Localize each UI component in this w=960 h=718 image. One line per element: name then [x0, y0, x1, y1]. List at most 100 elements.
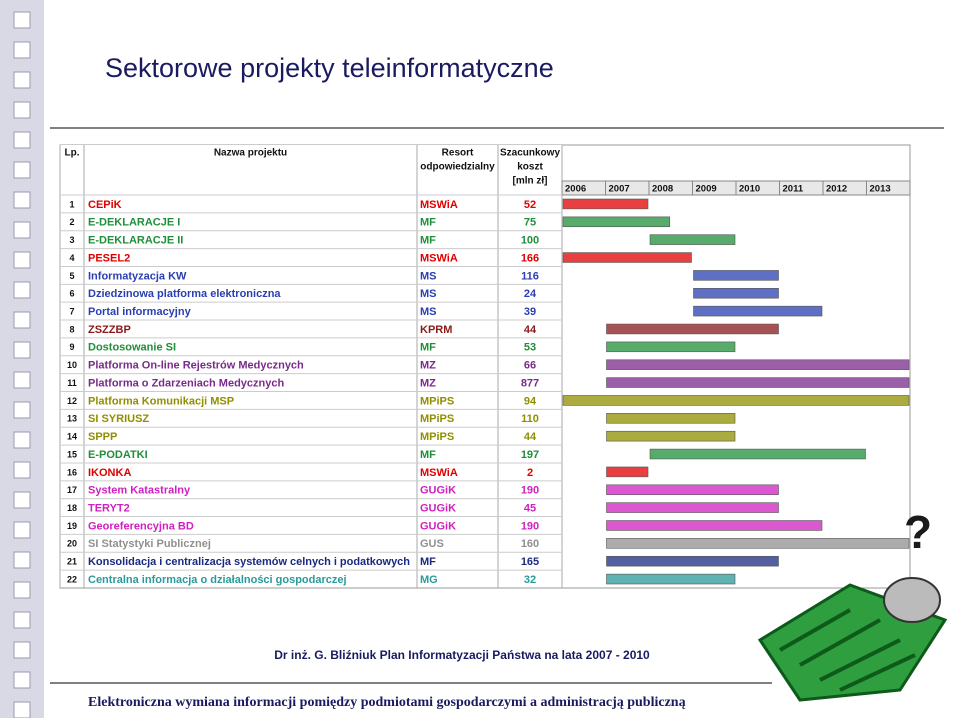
project-name: Platforma Komunikacji MSP: [88, 395, 234, 407]
project-name: SPPP: [88, 431, 117, 443]
row-number: 3: [69, 235, 74, 245]
strip-square: [13, 311, 31, 329]
year-label: 2006: [565, 184, 586, 195]
cost: 32: [524, 574, 536, 586]
row-number: 18: [67, 503, 77, 513]
project-name: PESEL2: [88, 252, 130, 264]
row-number: 12: [67, 396, 77, 406]
strip-square: [13, 341, 31, 359]
resort: MSWiA: [420, 467, 458, 479]
strip-square: [13, 191, 31, 209]
row-number: 1: [69, 199, 74, 209]
year-label: 2008: [652, 184, 673, 195]
row-number: 4: [69, 253, 74, 263]
cost: 45: [524, 503, 536, 515]
row-number: 22: [67, 574, 77, 584]
strip-square: [13, 101, 31, 119]
strip-square: [13, 371, 31, 389]
cost: 110: [521, 413, 539, 425]
project-name: E-DEKLARACJE I: [88, 217, 180, 229]
resort: MG: [420, 574, 438, 586]
year-label: 2013: [870, 184, 891, 195]
project-name: Portal informacyjny: [88, 306, 192, 318]
project-name: Dziedzinowa platforma elektroniczna: [88, 288, 281, 300]
cost: 52: [524, 199, 536, 211]
row-number: 19: [67, 521, 77, 531]
resort: MF: [420, 342, 436, 354]
row-number: 7: [69, 306, 74, 316]
column-header: odpowiedzialny: [420, 162, 495, 173]
resort: MSWiA: [420, 252, 458, 264]
column-header: [mln zł]: [513, 176, 548, 187]
strip-square: [13, 281, 31, 299]
resort: MF: [420, 217, 436, 229]
year-label: 2007: [609, 184, 630, 195]
gantt-bar: [606, 359, 910, 370]
gantt-bar: [606, 430, 736, 442]
project-name: E-PODATKI: [88, 449, 148, 461]
resort: MF: [420, 449, 436, 461]
resort: MZ: [420, 377, 436, 389]
project-name: TERYT2: [88, 503, 130, 515]
cost: 39: [524, 306, 536, 318]
row-number: 16: [67, 467, 77, 477]
cost: 160: [521, 538, 539, 550]
row-number: 6: [69, 289, 74, 299]
resort: MS: [420, 270, 437, 282]
cost: 100: [521, 235, 539, 247]
row-number: 2: [69, 217, 74, 227]
row-number: 9: [69, 342, 74, 352]
project-name: ZSZZBP: [88, 324, 131, 336]
project-name: Dostosowanie SI: [88, 342, 176, 354]
row-number: 8: [69, 324, 74, 334]
row-number: 15: [67, 449, 77, 459]
cost: 94: [524, 395, 537, 407]
gantt-bar: [606, 323, 779, 335]
cost: 75: [524, 217, 536, 229]
footer-author: Dr inż. G. Bliźniuk Plan Informatyzacji …: [274, 648, 650, 662]
strip-square: [13, 221, 31, 239]
resort: MF: [420, 556, 436, 568]
column-header: Lp.: [65, 148, 80, 159]
gantt-bar: [649, 234, 736, 245]
projects-table: Lp. Nazwa projektu Resort odpowiedzialny Sza…: [59, 144, 911, 589]
resort: MS: [420, 306, 437, 318]
strip-square: [13, 641, 31, 659]
gantt-bar: [693, 288, 779, 299]
gantt-bar: [606, 466, 649, 478]
cost: 197: [521, 449, 539, 461]
strip-square: [13, 11, 31, 29]
resort: GUS: [420, 538, 444, 550]
gantt-bar: [606, 538, 910, 549]
row-number: 20: [67, 539, 77, 549]
resort: MSWiA: [420, 199, 458, 211]
mouse: [883, 577, 941, 623]
gantt-bar: [649, 448, 866, 460]
gantt-bar: [606, 573, 736, 585]
column-header: Resort: [442, 148, 474, 159]
maze-cartoon: ?: [757, 506, 948, 702]
strip-square: [13, 431, 31, 449]
cost: 66: [524, 360, 536, 372]
strip-square: [13, 491, 31, 509]
resort: GUGiK: [420, 503, 456, 515]
project-name: Platforma On-line Rejestrów Medycznych: [88, 360, 304, 372]
row-number: 11: [67, 378, 77, 388]
maze-walls: [779, 608, 916, 692]
strip-square: [13, 671, 31, 689]
row-number: 5: [69, 271, 74, 281]
resort: MPiPS: [420, 395, 454, 407]
gantt-bar: [606, 555, 779, 567]
gantt-bar: [693, 305, 823, 317]
gantt-bar: [562, 198, 649, 210]
column-header: koszt: [517, 162, 543, 173]
year-label: 2011: [783, 184, 804, 195]
project-name: Konsolidacja i centralizacja systemów ce…: [88, 556, 410, 568]
strip-square: [13, 461, 31, 479]
resort: MZ: [420, 360, 436, 372]
project-name: System Katastralny: [88, 485, 191, 497]
strip-square: [13, 701, 31, 718]
resort: MS: [420, 288, 437, 300]
resort: MPiPS: [420, 431, 454, 443]
